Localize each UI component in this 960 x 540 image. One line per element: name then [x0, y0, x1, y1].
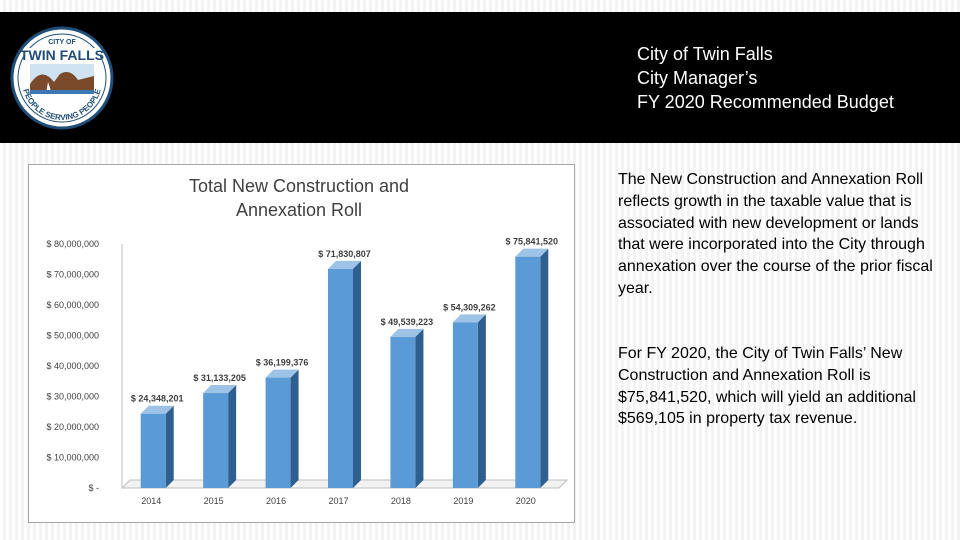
summary-paragraph: For FY 2020, the City of Twin Falls’ New…	[618, 345, 916, 428]
bar-top	[452, 314, 486, 323]
bar-value-label: $ 49,539,223	[381, 317, 434, 327]
bar-side	[290, 369, 299, 488]
header-title: City of Twin Falls City Manager’s FY 202…	[637, 42, 894, 114]
y-tick-label: $ 80,000,000	[46, 239, 99, 249]
y-tick-label: $ 60,000,000	[46, 300, 99, 310]
y-tick-label: $ -	[88, 483, 99, 493]
bar-top	[265, 369, 299, 378]
svg-text:TWIN FALLS: TWIN FALLS	[20, 47, 104, 63]
header-title-line: City Manager’s	[637, 68, 758, 88]
bar-side	[165, 405, 174, 488]
bar	[390, 336, 416, 488]
y-tick-label: $ 50,000,000	[46, 331, 99, 341]
bar-side	[477, 314, 486, 488]
y-tick-label: $ 30,000,000	[46, 392, 99, 402]
bar-value-label: $ 31,133,205	[193, 373, 246, 383]
chart-panel: $ - $ 10,000,000 $ 20,000,000 $ 30,000,000 $…	[28, 164, 575, 523]
y-tick-label: $ 10,000,000	[46, 453, 99, 463]
bar	[515, 256, 541, 488]
x-tick-label: 2019	[453, 496, 473, 506]
bar	[328, 268, 353, 488]
x-tick-label: 2015	[204, 496, 224, 506]
bar-value-label: $ 36,199,376	[256, 358, 309, 368]
bar	[140, 413, 166, 488]
y-tick-label: $ 40,000,000	[46, 361, 99, 371]
x-tick-label: 2014	[141, 496, 161, 506]
bar-top	[328, 260, 361, 269]
bar-side	[353, 260, 361, 488]
bar-side	[540, 248, 549, 488]
bar-side	[228, 385, 237, 488]
bar-value-label: $ 24,348,201	[131, 394, 184, 404]
x-tick-label: 2017	[328, 496, 348, 506]
description-paragraph: The New Construction and Annexation Roll…	[618, 171, 933, 297]
x-tick-label: 2018	[391, 496, 411, 506]
y-tick-label: $ 70,000,000	[46, 270, 99, 280]
chart-title: Total New Construction and Annexation Ro…	[188, 176, 410, 220]
bar	[203, 393, 229, 488]
bar-top	[140, 405, 174, 414]
bar-top	[390, 328, 424, 337]
bar-side	[415, 328, 424, 488]
bar-value-label: $ 71,830,807	[318, 249, 371, 259]
header-title-line: City of Twin Falls	[637, 44, 773, 64]
bar-top	[515, 248, 549, 257]
svg-text:CITY OF: CITY OF	[48, 39, 76, 46]
header-bar	[0, 12, 960, 143]
bar	[265, 377, 291, 488]
bar-value-label: $ 75,841,520	[506, 237, 559, 247]
x-tick-label: 2016	[266, 496, 286, 506]
city-logo: CITY OF TWIN FALLS PEOPLE SERVING PEOPLE	[10, 26, 114, 130]
x-tick-label: 2020	[516, 496, 536, 506]
y-tick-label: $ 20,000,000	[46, 422, 99, 432]
bar	[452, 322, 478, 488]
bar-top	[203, 385, 237, 394]
bar-chart: $ - $ 10,000,000 $ 20,000,000 $ 30,000,000 $…	[46, 237, 569, 506]
header-title-line: FY 2020 Recommended Budget	[637, 92, 894, 112]
bar-value-label: $ 54,309,262	[443, 302, 496, 312]
